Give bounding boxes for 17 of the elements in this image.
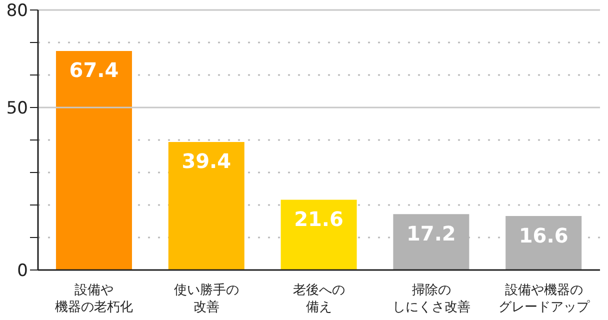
bar — [168, 142, 244, 270]
bar — [280, 200, 357, 270]
y-tick-label: 80 — [6, 1, 28, 22]
x-tick-label: 使い勝手の改善 — [174, 283, 240, 315]
data-label: 67.4 — [69, 58, 119, 82]
y-tick-label: 50 — [6, 98, 28, 119]
bar — [56, 50, 132, 270]
bar — [506, 216, 582, 270]
x-tick-label: 設備や機器の老朽化 — [55, 283, 134, 315]
data-label: 17.2 — [406, 221, 456, 246]
x-tick-label: 老後への備え — [293, 283, 345, 315]
data-label: 21.6 — [294, 207, 344, 231]
data-label: 16.6 — [518, 223, 568, 248]
data-label: 39.4 — [182, 149, 232, 174]
x-tick-label: 掃除のしにくさ改善 — [392, 283, 470, 315]
x-tick-label: 設備や機器のグレードアップ — [498, 283, 590, 315]
y-tick-label: 0 — [17, 261, 28, 282]
